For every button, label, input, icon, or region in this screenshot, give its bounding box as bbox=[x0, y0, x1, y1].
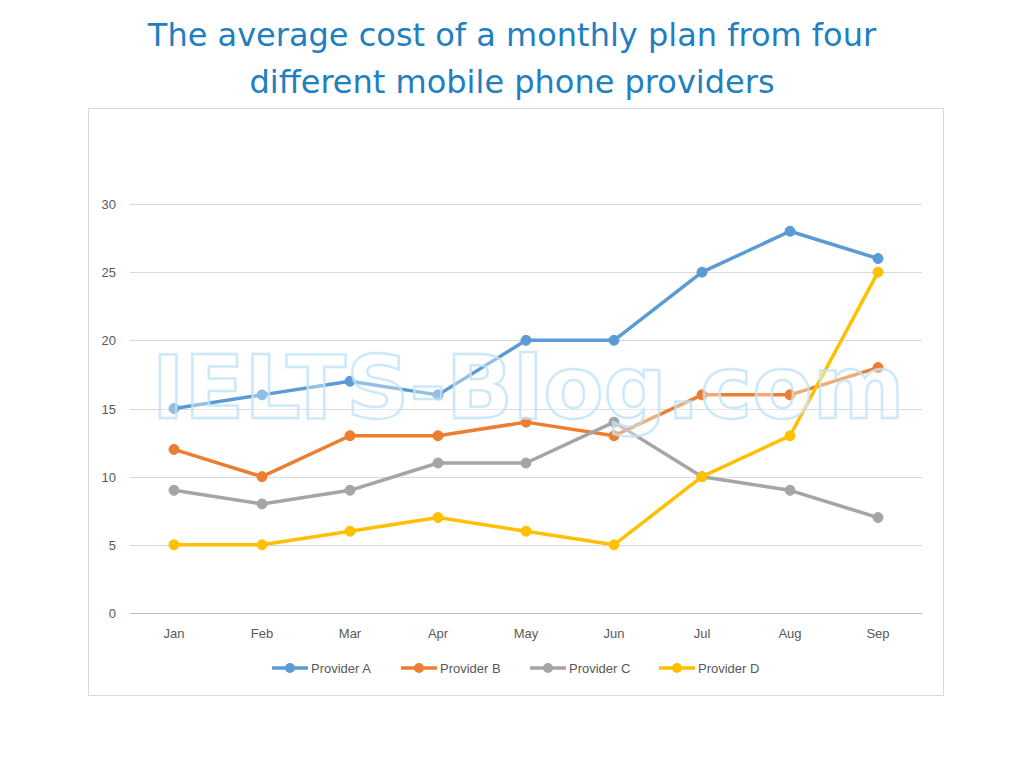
legend-label: Provider D bbox=[698, 661, 759, 676]
grid-line bbox=[130, 204, 922, 205]
series-marker bbox=[433, 458, 443, 468]
series-marker bbox=[873, 267, 883, 277]
series-marker bbox=[873, 254, 883, 264]
y-tick-label: 10 bbox=[102, 470, 116, 485]
legend-label: Provider B bbox=[440, 661, 501, 676]
series-marker bbox=[873, 513, 883, 523]
series-marker bbox=[257, 499, 267, 509]
y-tick-label: 20 bbox=[102, 333, 116, 348]
series-marker bbox=[257, 472, 267, 482]
y-tick-label: 15 bbox=[102, 402, 116, 417]
series-marker bbox=[521, 458, 531, 468]
series-marker bbox=[169, 540, 179, 550]
series-marker bbox=[521, 526, 531, 536]
series-marker bbox=[697, 472, 707, 482]
y-tick-label: 30 bbox=[102, 197, 116, 212]
chart-frame bbox=[89, 109, 944, 696]
series-marker bbox=[169, 444, 179, 454]
y-tick-label: 0 bbox=[109, 606, 116, 621]
x-tick-label: Mar bbox=[339, 626, 362, 641]
x-tick-label: Sep bbox=[866, 626, 889, 641]
grid bbox=[130, 205, 922, 614]
legend-label: Provider A bbox=[311, 661, 371, 676]
x-tick-label: Jul bbox=[694, 626, 711, 641]
series-marker bbox=[433, 513, 443, 523]
grid-line bbox=[130, 477, 922, 478]
x-tick-label: Feb bbox=[251, 626, 273, 641]
legend-marker bbox=[543, 663, 553, 673]
series-marker bbox=[345, 485, 355, 495]
x-tick-label: Jan bbox=[164, 626, 185, 641]
y-tick-label: 5 bbox=[109, 538, 116, 553]
y-tick-label: 25 bbox=[102, 265, 116, 280]
x-tick-label: Aug bbox=[778, 626, 801, 641]
series-marker bbox=[169, 485, 179, 495]
x-tick-label: Apr bbox=[428, 626, 449, 641]
stage: The average cost of a monthly plan from … bbox=[0, 0, 1024, 768]
legend-marker bbox=[414, 663, 424, 673]
series-marker bbox=[785, 226, 795, 236]
series-marker bbox=[609, 540, 619, 550]
series-marker bbox=[257, 540, 267, 550]
legend-label: Provider C bbox=[569, 661, 630, 676]
legend: Provider A Provider B Provider C Provider D bbox=[272, 661, 759, 676]
x-tick-label: Jun bbox=[604, 626, 625, 641]
watermark: IELTS-Blog.com bbox=[152, 336, 905, 439]
legend-marker bbox=[285, 663, 295, 673]
x-tick-label: May bbox=[514, 626, 539, 641]
series-marker bbox=[785, 485, 795, 495]
series-marker bbox=[697, 267, 707, 277]
title: The average cost of a monthly plan from … bbox=[112, 12, 912, 106]
series-marker bbox=[697, 472, 707, 482]
series-marker bbox=[345, 526, 355, 536]
grid-line bbox=[130, 272, 922, 273]
legend-marker bbox=[672, 663, 682, 673]
chart: 0 5 10 15 20 25 30 Jan Feb Mar Apr May Jun Jul Aug Sep I… bbox=[0, 0, 1024, 768]
grid-line bbox=[130, 613, 922, 614]
